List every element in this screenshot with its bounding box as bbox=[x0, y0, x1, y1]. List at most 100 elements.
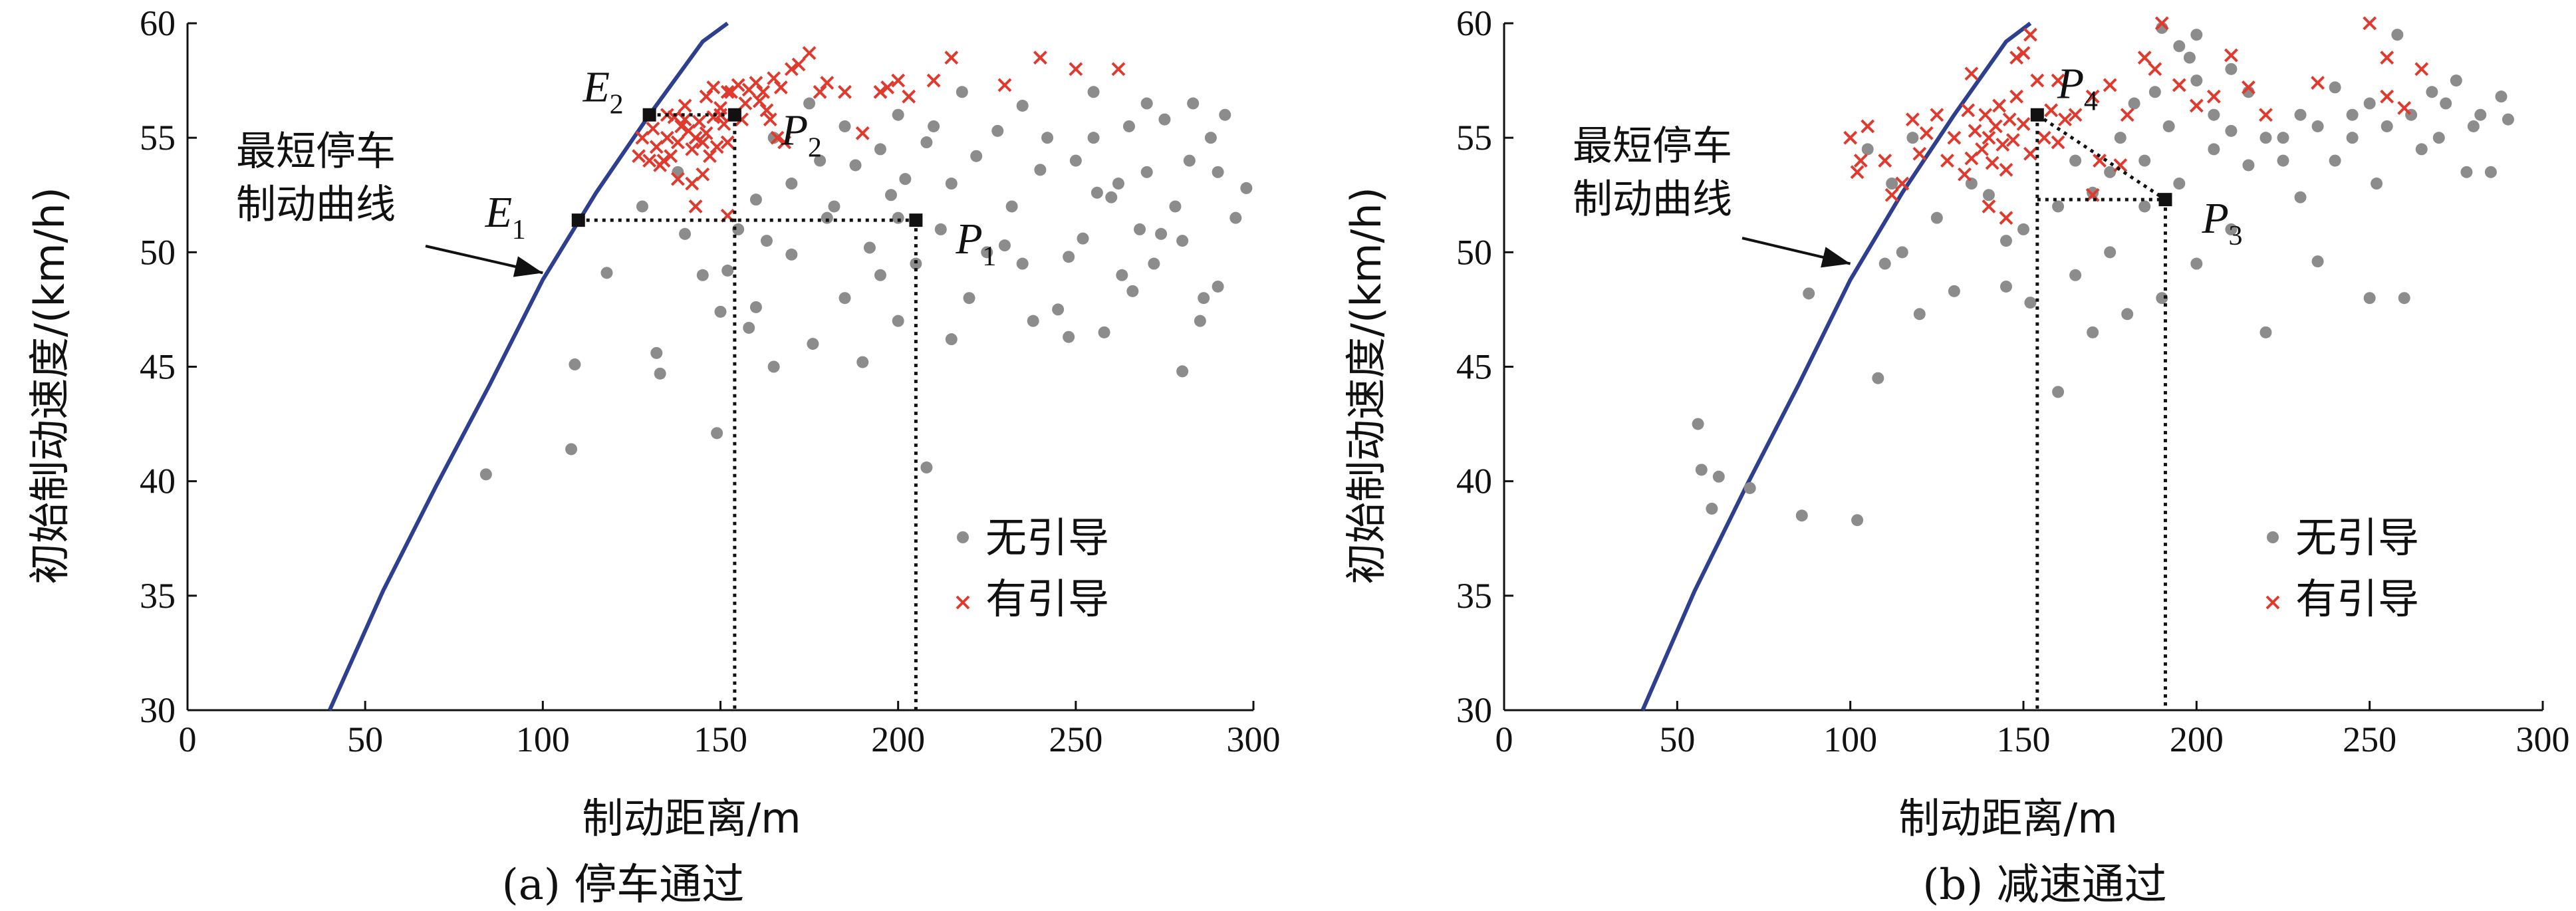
curve-label-line1-b: 最短停车 bbox=[1573, 123, 1732, 170]
marker-label-p2: P bbox=[781, 106, 808, 155]
point-no-guide bbox=[1034, 164, 1047, 176]
point-no-guide bbox=[1692, 418, 1704, 430]
point-no-guide bbox=[1112, 178, 1124, 190]
point-no-guide bbox=[2294, 191, 2307, 203]
point-guide bbox=[2148, 62, 2162, 76]
point-no-guide bbox=[2017, 223, 2029, 235]
point-guide bbox=[2189, 98, 2204, 113]
point-guide bbox=[2397, 100, 2412, 115]
point-guide bbox=[1985, 156, 1999, 170]
point-no-guide bbox=[899, 173, 912, 186]
y-tick-label: 50 bbox=[1456, 232, 1492, 272]
point-guide bbox=[2259, 108, 2273, 122]
marker-sub-p1: 1 bbox=[982, 241, 996, 272]
point-no-guide bbox=[1077, 232, 1089, 245]
point-guide bbox=[2037, 130, 2051, 145]
point-guide bbox=[2224, 48, 2238, 63]
point-guide bbox=[2016, 117, 2031, 131]
point-no-guide bbox=[874, 269, 886, 281]
marker-e2 bbox=[642, 108, 656, 122]
point-no-guide bbox=[1134, 223, 1146, 235]
point-no-guide bbox=[1803, 287, 1815, 300]
point-no-guide bbox=[1198, 292, 1210, 305]
point-guide bbox=[749, 76, 763, 90]
point-no-guide bbox=[1229, 211, 1242, 224]
point-no-guide bbox=[1052, 303, 1065, 316]
point-no-guide bbox=[2183, 51, 2196, 64]
point-guide bbox=[2002, 112, 2017, 127]
point-no-guide bbox=[785, 248, 798, 261]
point-no-guide bbox=[2069, 269, 2082, 281]
point-guide bbox=[1964, 66, 1979, 81]
point-guide bbox=[1861, 119, 1875, 134]
point-guide bbox=[1996, 138, 2010, 152]
point-no-guide bbox=[2346, 108, 2359, 121]
legend-marker-no-guide bbox=[2267, 531, 2279, 543]
point-guide bbox=[1940, 154, 1954, 168]
point-guide bbox=[2380, 51, 2394, 65]
point-no-guide bbox=[2128, 97, 2140, 110]
curve-label-line2-b: 制动曲线 bbox=[1573, 176, 1732, 223]
point-guide bbox=[820, 76, 835, 90]
point-no-guide bbox=[1148, 257, 1160, 270]
point-no-guide bbox=[956, 86, 968, 98]
point-no-guide bbox=[2087, 186, 2099, 199]
point-no-guide bbox=[2495, 90, 2508, 103]
point-guide bbox=[717, 117, 731, 131]
y-tick-label: 35 bbox=[140, 576, 176, 616]
point-no-guide bbox=[2311, 255, 2324, 268]
marker-p1 bbox=[909, 213, 923, 227]
point-guide bbox=[709, 140, 724, 154]
point-guide bbox=[696, 135, 710, 150]
point-no-guide bbox=[1091, 186, 1103, 199]
curve-label-line1-a: 最短停车 bbox=[236, 128, 396, 175]
marker-p2 bbox=[727, 108, 741, 122]
curve-label-line2-a: 制动曲线 bbox=[236, 182, 396, 228]
point-no-guide bbox=[1240, 182, 1253, 194]
y-tick-label: 45 bbox=[140, 347, 176, 387]
point-no-guide bbox=[2208, 108, 2220, 121]
point-guide bbox=[2154, 16, 2169, 31]
point-guide bbox=[2009, 51, 2024, 65]
point-guide bbox=[2030, 73, 2045, 88]
y-tick-label: 60 bbox=[140, 3, 176, 43]
point-no-guide bbox=[1706, 502, 1718, 515]
point-no-guide bbox=[838, 120, 851, 132]
point-guide bbox=[1961, 103, 1976, 118]
point-guide bbox=[1982, 199, 1996, 213]
point-no-guide bbox=[711, 427, 723, 440]
point-no-guide bbox=[479, 468, 492, 481]
y-tick-label: 30 bbox=[140, 690, 176, 730]
point-guide bbox=[738, 96, 753, 110]
point-no-guide bbox=[1176, 365, 1189, 378]
point-no-guide bbox=[1743, 481, 1756, 494]
x-tick-label: 300 bbox=[1227, 719, 1281, 759]
y-tick-label: 45 bbox=[1456, 347, 1492, 387]
x-tick-label: 0 bbox=[1495, 719, 1513, 759]
point-no-guide bbox=[1861, 143, 1874, 156]
point-no-guide bbox=[2484, 166, 2497, 178]
y-tick-label: 35 bbox=[1456, 576, 1492, 616]
point-no-guide bbox=[1069, 154, 1082, 167]
point-no-guide bbox=[849, 159, 862, 172]
point-no-guide bbox=[1122, 120, 1135, 132]
point-no-guide bbox=[1886, 178, 1898, 190]
point-guide bbox=[1958, 167, 1972, 182]
point-no-guide bbox=[749, 301, 762, 313]
point-guide bbox=[678, 98, 692, 113]
point-no-guide bbox=[2398, 292, 2410, 305]
y-tick-label: 30 bbox=[1456, 690, 1492, 730]
point-guide bbox=[688, 130, 703, 145]
x-tick-label: 50 bbox=[347, 719, 383, 759]
point-guide bbox=[944, 51, 959, 65]
marker-sub-p4: 4 bbox=[2084, 86, 2098, 117]
point-no-guide bbox=[2138, 154, 2151, 167]
point-no-guide bbox=[1016, 99, 1029, 112]
point-guide bbox=[2137, 51, 2152, 65]
marker-label-e2: E bbox=[582, 63, 610, 112]
point-guide bbox=[1964, 151, 1979, 166]
legend-label-guide-b: 有引导 bbox=[2295, 575, 2419, 623]
ref-line-p4-p3 bbox=[2036, 113, 2166, 201]
point-no-guide bbox=[2242, 159, 2255, 172]
point-no-guide bbox=[920, 136, 933, 149]
